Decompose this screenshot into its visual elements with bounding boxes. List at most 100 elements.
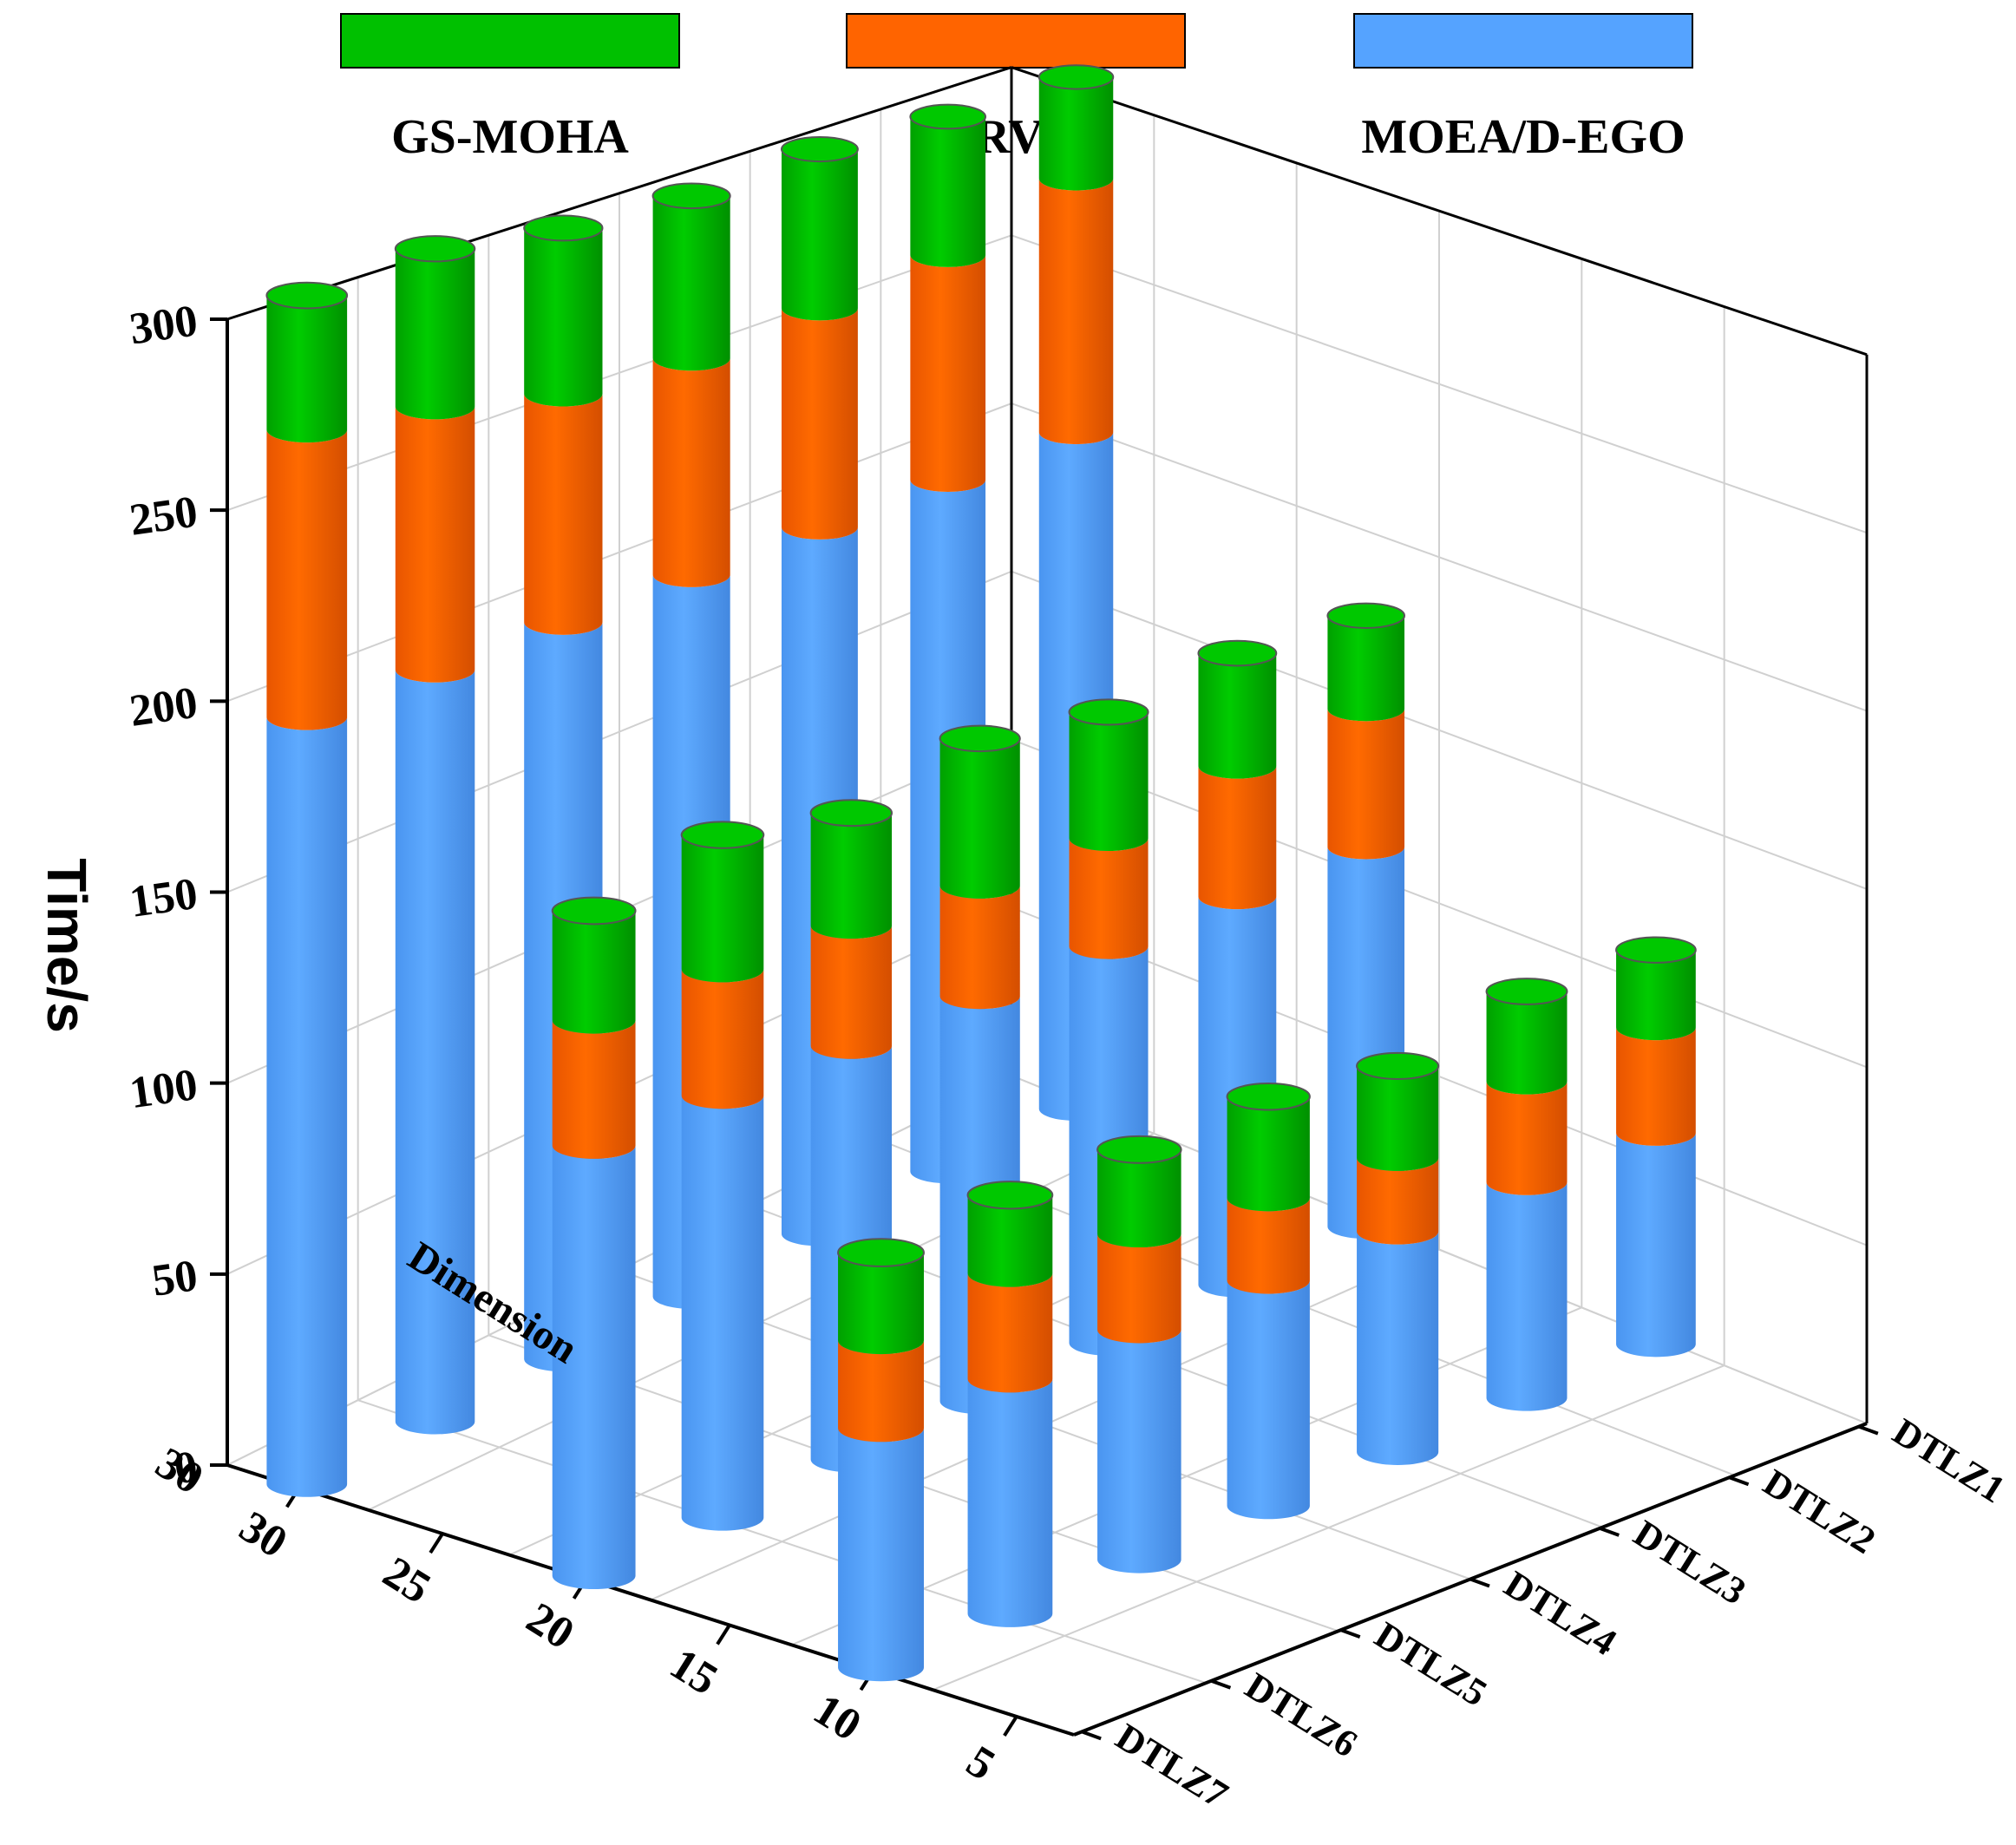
bar-segment-gs-moha bbox=[552, 910, 636, 1034]
bars bbox=[265, 64, 1697, 1682]
bar-segment-moea-d-ego bbox=[681, 1096, 764, 1531]
bar-segment-k-rvea bbox=[266, 429, 348, 730]
bar-segment-k-rvea bbox=[395, 406, 475, 683]
bar-top-cap bbox=[394, 235, 476, 263]
legend-swatch-gs-moha bbox=[340, 13, 680, 69]
bar-segment-moea-d-ego bbox=[1227, 1280, 1310, 1520]
problem-tick-label: DTLZ6 bbox=[1238, 1665, 1365, 1766]
bar-top-cap bbox=[966, 1181, 1054, 1210]
dimension-tick-label: 15 bbox=[662, 1639, 726, 1705]
dimension-tick-label: 10 bbox=[805, 1685, 869, 1750]
bar-top-cap bbox=[523, 214, 604, 242]
bar-segment-moea-d-ego bbox=[1357, 1231, 1439, 1465]
problem-tick-mark bbox=[1210, 1678, 1232, 1690]
bar-segment-moea-d-ego bbox=[967, 1378, 1053, 1627]
bar-segment-k-rvea bbox=[1198, 766, 1277, 910]
cylinder-30-dtlz7 bbox=[265, 281, 349, 1497]
bar-segment-gs-moha bbox=[810, 813, 893, 939]
cylinder-10-dtlz4 bbox=[1226, 1082, 1311, 1520]
cylinder-20-dtlz7 bbox=[551, 896, 637, 1590]
legend-swatch-k-rvea bbox=[846, 13, 1186, 69]
bar-segment-k-rvea bbox=[552, 1020, 636, 1159]
bar-segment-k-rvea bbox=[1038, 178, 1114, 445]
problem-tick-mark bbox=[1081, 1730, 1102, 1741]
legend-label-gs-moha: GS-MOHA bbox=[391, 110, 629, 164]
problem-tick-label: DTLZ5 bbox=[1367, 1613, 1494, 1715]
bar-segment-k-rvea bbox=[910, 255, 986, 493]
bar-segment-gs-moha bbox=[910, 116, 986, 267]
bar-segment-gs-moha bbox=[1069, 711, 1149, 851]
cylinder-30-dtlz6 bbox=[394, 235, 476, 1435]
bar-segment-k-rvea bbox=[652, 358, 730, 587]
bar-top-cap bbox=[1037, 64, 1115, 90]
bar-segment-k-rvea bbox=[1486, 1081, 1568, 1195]
y-tick-label: 300 bbox=[127, 296, 200, 354]
y-tick-label: 100 bbox=[127, 1060, 200, 1118]
dimension-tick-label: 30 bbox=[231, 1502, 295, 1567]
bar-segment-moea-d-ego bbox=[266, 716, 348, 1497]
dimension-tick-mark bbox=[716, 1624, 731, 1645]
bar-segment-k-rvea bbox=[781, 308, 858, 540]
bar-segment-gs-moha bbox=[266, 295, 348, 443]
bar-top-cap bbox=[1356, 1051, 1440, 1080]
legend-item-moea-d-ego[interactable]: MOEA/D-EGO bbox=[1353, 13, 1693, 164]
bar-segment-gs-moha bbox=[1616, 950, 1696, 1041]
cylinder-10-dtlz1 bbox=[1615, 936, 1697, 1358]
bar-top-cap bbox=[837, 1238, 925, 1267]
bar-top-cap bbox=[651, 182, 731, 210]
bar-segment-moea-d-ego bbox=[1486, 1181, 1568, 1411]
y-axis-title: Time/s bbox=[36, 858, 98, 1033]
dimension-extra-tick: 30 bbox=[147, 1438, 212, 1504]
bar-top-cap bbox=[1326, 602, 1406, 629]
dimension-tick-mark bbox=[1003, 1715, 1018, 1737]
bar-segment-gs-moha bbox=[395, 248, 475, 420]
bar-segment-k-rvea bbox=[838, 1340, 924, 1443]
dimension-tick-label: 25 bbox=[375, 1547, 439, 1613]
problem-tick-label: DTLZ3 bbox=[1627, 1512, 1753, 1613]
bar-segment-moea-d-ego bbox=[1616, 1133, 1696, 1358]
bar-segment-k-rvea bbox=[1327, 709, 1405, 860]
dimension-tick-mark bbox=[429, 1532, 444, 1554]
legend-swatch-moea-d-ego bbox=[1353, 13, 1693, 69]
problem-tick-mark bbox=[1599, 1526, 1620, 1537]
bar-top-cap bbox=[1485, 978, 1568, 1005]
dimension-tick-label: 20 bbox=[518, 1593, 582, 1659]
legend: GS-MOHA K-RVEA MOEA/D-EGO bbox=[340, 13, 1693, 164]
bar-top-cap bbox=[1226, 1082, 1311, 1111]
problem-tick-mark bbox=[1728, 1475, 1750, 1487]
bar-segment-k-rvea bbox=[810, 926, 893, 1059]
bar-top-cap bbox=[1197, 639, 1278, 667]
problem-tick-label: DTLZ4 bbox=[1497, 1562, 1624, 1664]
dimension-axis-line bbox=[226, 1463, 1075, 1737]
bar-segment-gs-moha bbox=[838, 1253, 924, 1355]
y-tick-label: 200 bbox=[127, 678, 200, 736]
y-tick-label: 150 bbox=[127, 869, 200, 927]
problem-tick-label: DTLZ2 bbox=[1756, 1461, 1882, 1562]
bar-segment-gs-moha bbox=[1486, 991, 1568, 1095]
bar-segment-k-rvea bbox=[1097, 1233, 1181, 1344]
bar-segment-gs-moha bbox=[652, 195, 730, 371]
y-tick-label: 250 bbox=[127, 487, 200, 545]
bar-top-cap bbox=[1096, 1135, 1182, 1164]
bar-segment-gs-moha bbox=[1198, 653, 1277, 779]
bar-segment-k-rvea bbox=[1357, 1157, 1439, 1245]
problem-tick-mark bbox=[1340, 1628, 1361, 1639]
legend-item-k-rvea[interactable]: K-RVEA bbox=[846, 13, 1186, 164]
legend-label-moea-d-ego: MOEA/D-EGO bbox=[1361, 110, 1685, 164]
bar-top-cap bbox=[809, 799, 893, 828]
bar-segment-moea-d-ego bbox=[1097, 1330, 1181, 1573]
bar-top-cap bbox=[780, 135, 859, 163]
bar-top-cap bbox=[1615, 936, 1697, 964]
bar-segment-gs-moha bbox=[967, 1194, 1053, 1287]
bar-top-cap bbox=[1068, 698, 1149, 726]
bar-segment-moea-d-ego bbox=[395, 670, 475, 1435]
problem-tick-label: DTLZ7 bbox=[1109, 1715, 1235, 1816]
bar-top-cap bbox=[680, 821, 765, 849]
cylinder-10-dtlz7 bbox=[837, 1238, 925, 1682]
bar-segment-gs-moha bbox=[1227, 1096, 1310, 1212]
legend-item-gs-moha[interactable]: GS-MOHA bbox=[340, 13, 680, 164]
bar-segment-k-rvea bbox=[681, 969, 764, 1109]
